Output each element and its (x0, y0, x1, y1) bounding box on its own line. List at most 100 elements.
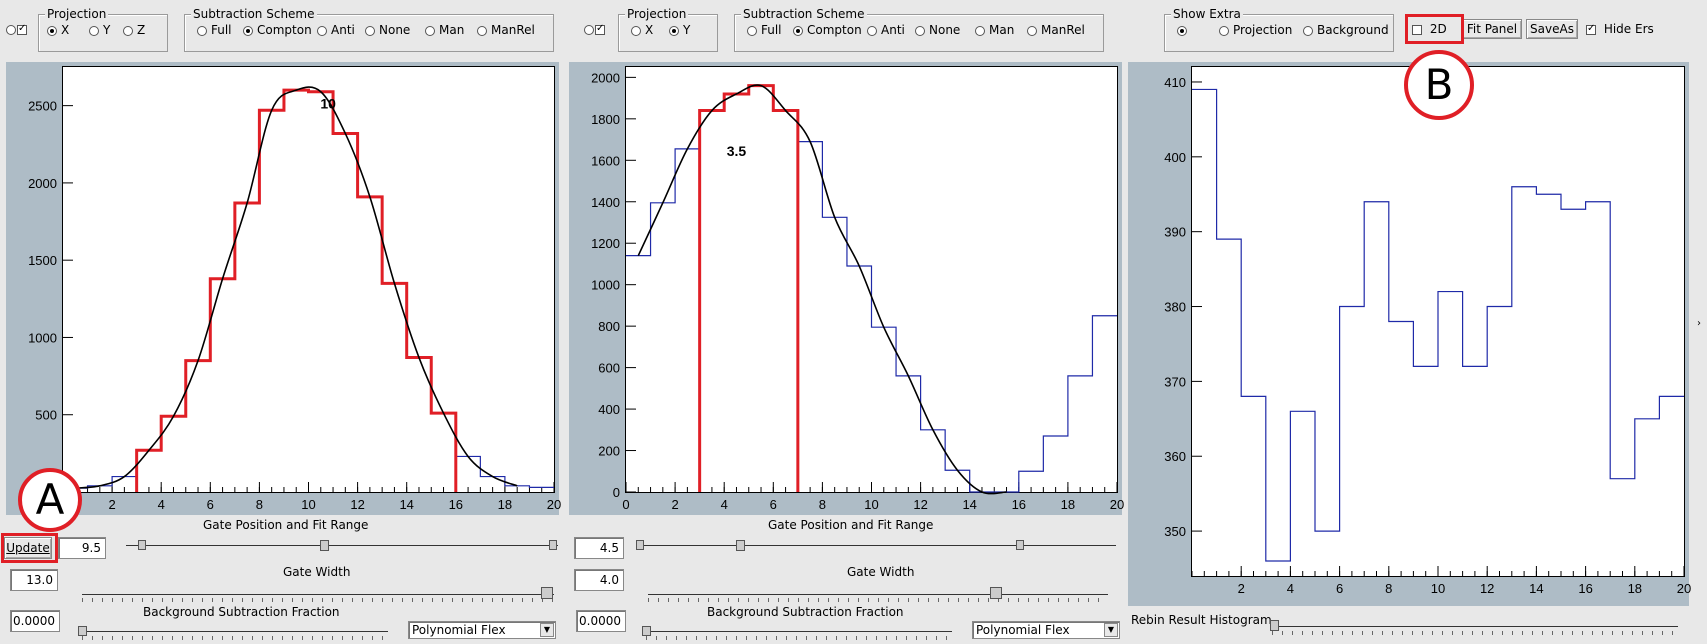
side-expand-arrow[interactable]: › (1697, 318, 1701, 329)
hide-ers-checkbox[interactable]: Hide Ers (1586, 22, 1654, 36)
middle-projection-y[interactable]: Y (669, 23, 690, 37)
left-bg-fraction-slider[interactable] (82, 631, 388, 632)
middle-bg-fraction-handle[interactable] (642, 626, 651, 636)
middle-gate-max-handle[interactable] (1016, 540, 1024, 550)
middle-gate-width-handle[interactable] (990, 587, 1002, 599)
left-gate-width-field[interactable]: 13.0 (10, 569, 58, 591)
middle-gate-width-slider[interactable] (648, 594, 1108, 595)
middle-sub-man[interactable]: Man (975, 23, 1014, 37)
left-sub-anti[interactable]: Anti (317, 23, 355, 37)
middle-bg-fraction-slider[interactable] (646, 631, 952, 632)
middle-fit-function-dropdown[interactable]: Polynomial Flex ▼ (972, 621, 1120, 639)
x-tick-label: 0 (622, 497, 629, 512)
chevron-down-icon[interactable]: ▼ (1104, 623, 1118, 637)
y-tick-label: 0 (613, 485, 620, 500)
y-tick-label: 800 (598, 319, 620, 334)
y-tick-label: 1500 (28, 253, 57, 268)
right-plot-area[interactable]: 350 360 370 380 390 400 410 2 4 6 8 10 12 14 16 18 20 (1164, 66, 1691, 596)
left-projection-z[interactable]: Z (123, 23, 145, 37)
middle-gate-position-field[interactable]: 4.5 (574, 537, 624, 559)
left-fit-function-value: Polynomial Flex (412, 623, 506, 637)
x-tick-label: 10 (1431, 581, 1445, 596)
gate-region (135, 88, 458, 492)
twod-check[interactable] (1412, 24, 1422, 35)
middle-gate-slider-label: Gate Position and Fit Range (768, 518, 934, 532)
left-sub-man[interactable]: Man (425, 23, 464, 37)
y-tick-label: 1800 (591, 112, 620, 127)
middle-histogram-chart: 0 200 400 600 800 1000 1200 1400 1600 1800 2000 0 2 4… (591, 70, 1124, 512)
x-tick-label: 18 (1061, 497, 1075, 512)
left-radio-toggle[interactable] (6, 24, 16, 35)
show-extra-background[interactable]: Background (1303, 23, 1389, 37)
middle-sub-compton[interactable]: Compton (793, 23, 862, 37)
show-extra-projection[interactable]: Projection (1219, 23, 1292, 37)
left-gate-max-handle[interactable] (549, 540, 557, 550)
middle-bg-fraction-field[interactable]: 0.0000 (576, 610, 626, 632)
y-tick-label: 400 (1164, 150, 1186, 165)
show-extra-title: Show Extra (1171, 7, 1243, 21)
left-toggle[interactable] (6, 22, 27, 36)
show-extra-none[interactable] (1177, 23, 1191, 37)
left-gate-slider[interactable] (126, 545, 558, 546)
middle-plot-area[interactable]: 0 200 400 600 800 1000 1200 1400 1600 1800 2000 0 2 4… (591, 66, 1124, 512)
middle-subtraction-title: Subtraction Scheme (741, 7, 867, 21)
left-bg-fraction-handle[interactable] (78, 626, 87, 636)
middle-gate-slider[interactable] (636, 545, 1116, 546)
x-tick-label: 4 (158, 497, 165, 512)
y-tick-label: 2000 (591, 70, 620, 85)
left-projection-y[interactable]: Y (89, 23, 110, 37)
middle-gate-min-handle[interactable] (636, 540, 644, 550)
x-tick-label: 6 (770, 497, 777, 512)
left-fit-function-dropdown[interactable]: Polynomial Flex ▼ (408, 621, 556, 639)
y-tick-label: 350 (1164, 524, 1186, 539)
left-gate-width-handle[interactable] (541, 587, 553, 599)
y-tick-label: 1000 (591, 278, 620, 293)
fit-curve (637, 84, 1007, 495)
fit-panel-button[interactable]: Fit Panel (1462, 19, 1522, 39)
x-tick-label: 16 (1012, 497, 1026, 512)
y-tick-label: 410 (1164, 75, 1186, 90)
rebin-slider[interactable] (1272, 626, 1678, 627)
middle-sub-manrel[interactable]: ManRel (1027, 23, 1085, 37)
left-sub-compton[interactable]: Compton (243, 23, 312, 37)
x-tick-label: 12 (350, 497, 364, 512)
update-button[interactable]: Update (4, 537, 52, 559)
left-sub-none[interactable]: None (365, 23, 410, 37)
left-gate-slider-label: Gate Position and Fit Range (203, 518, 369, 532)
middle-radio-toggle[interactable] (584, 24, 594, 35)
gate-value-label: 10 (320, 96, 336, 112)
middle-projection-x[interactable]: X (631, 23, 653, 37)
left-gate-pos-handle[interactable] (320, 540, 329, 551)
left-sub-manrel[interactable]: ManRel (477, 23, 535, 37)
left-sub-full[interactable]: Full (197, 23, 232, 37)
left-histogram-chart: 500 1000 1500 2000 2500 2 4 6 8 10 12 14 16 18 20 10 (28, 86, 561, 512)
left-gate-min-handle[interactable] (138, 540, 146, 550)
left-gate-position-field[interactable]: 9.5 (58, 537, 106, 559)
y-tick-label: 370 (1164, 374, 1186, 389)
twod-checkbox[interactable]: 2D (1412, 22, 1447, 36)
left-gate-width-ticks (82, 598, 554, 602)
middle-gate-width-field[interactable]: 4.0 (574, 569, 624, 591)
save-as-button[interactable]: SaveAs (1526, 19, 1578, 39)
x-tick-label: 16 (449, 497, 463, 512)
left-subtraction-title: Subtraction Scheme (191, 7, 317, 21)
left-check-toggle[interactable] (17, 24, 27, 35)
hide-ers-check[interactable] (1586, 24, 1596, 35)
middle-sub-none[interactable]: None (915, 23, 960, 37)
x-tick-label: 14 (962, 497, 976, 512)
middle-toggle[interactable] (584, 22, 605, 36)
show-extra-group: Show Extra Projection Background (1164, 7, 1394, 52)
left-plot-area[interactable]: 500 1000 1500 2000 2500 2 4 6 8 10 12 14 16 18 20 10 (28, 66, 561, 512)
chevron-down-icon[interactable]: ▼ (540, 623, 554, 637)
left-gate-width-slider[interactable] (82, 594, 554, 595)
rebin-handle[interactable] (1270, 620, 1279, 631)
left-bg-fraction-field[interactable]: 0.0000 (10, 610, 60, 632)
middle-gate-pos-handle[interactable] (736, 540, 745, 551)
middle-sub-full[interactable]: Full (747, 23, 782, 37)
middle-sub-anti[interactable]: Anti (867, 23, 905, 37)
middle-projection-title: Projection (625, 7, 689, 21)
middle-bg-fraction-ticks (646, 636, 952, 640)
middle-check-toggle[interactable] (595, 24, 605, 35)
left-projection-x[interactable]: X (47, 23, 69, 37)
annotation-marker-a: A (18, 468, 82, 532)
